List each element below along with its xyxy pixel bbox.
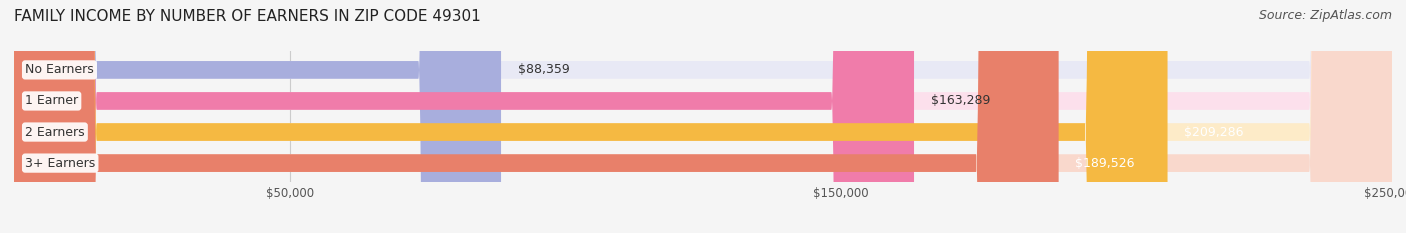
Text: FAMILY INCOME BY NUMBER OF EARNERS IN ZIP CODE 49301: FAMILY INCOME BY NUMBER OF EARNERS IN ZI…: [14, 9, 481, 24]
Text: 3+ Earners: 3+ Earners: [25, 157, 96, 170]
FancyBboxPatch shape: [14, 0, 1392, 233]
FancyBboxPatch shape: [14, 0, 501, 233]
Text: $88,359: $88,359: [517, 63, 569, 76]
FancyBboxPatch shape: [14, 0, 1167, 233]
FancyBboxPatch shape: [14, 0, 1059, 233]
Text: $209,286: $209,286: [1184, 126, 1243, 139]
Text: $163,289: $163,289: [931, 94, 990, 107]
Text: 1 Earner: 1 Earner: [25, 94, 79, 107]
FancyBboxPatch shape: [14, 0, 1392, 233]
Text: No Earners: No Earners: [25, 63, 94, 76]
Text: $189,526: $189,526: [1076, 157, 1135, 170]
Text: Source: ZipAtlas.com: Source: ZipAtlas.com: [1258, 9, 1392, 22]
FancyBboxPatch shape: [14, 0, 1392, 233]
Text: 2 Earners: 2 Earners: [25, 126, 84, 139]
FancyBboxPatch shape: [14, 0, 914, 233]
FancyBboxPatch shape: [14, 0, 1392, 233]
